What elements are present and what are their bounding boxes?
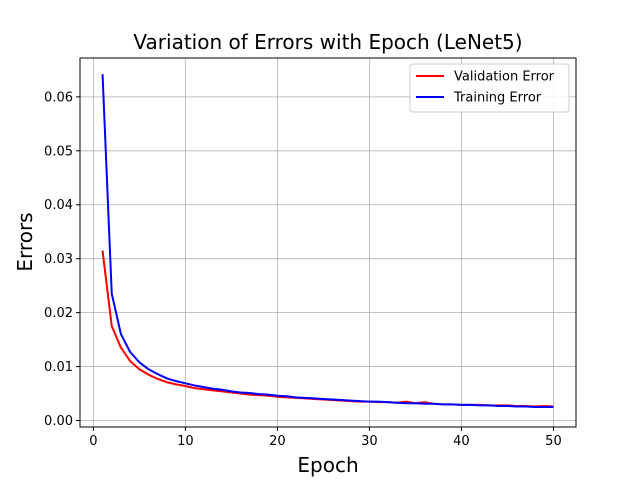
y-tick-label: 0.03: [44, 252, 73, 267]
x-tick-label: 30: [361, 434, 378, 449]
x-tick-label: 40: [453, 434, 470, 449]
y-tick-label: 0.06: [44, 90, 73, 105]
chart-title: Variation of Errors with Epoch (LeNet5): [133, 30, 522, 54]
y-axis-label: Errors: [13, 212, 37, 271]
x-tick-label: 50: [545, 434, 562, 449]
plot-series: [101, 74, 554, 409]
x-tick-label: 0: [89, 434, 97, 449]
y-tick-label: 0.04: [44, 198, 73, 213]
plot-frame: [79, 57, 577, 428]
axis-ticks: 0 10 20 30 40 50 0.00 0.01 0.02 0.03 0.04 0.05 0.06: [44, 90, 562, 449]
x-axis-label: Epoch: [297, 453, 358, 477]
y-tick-label: 0.00: [44, 414, 73, 429]
legend-label-training-error: Training Error: [453, 91, 542, 106]
grid-lines: [80, 58, 576, 427]
legend: Validation Error Training Error: [409, 63, 570, 113]
x-tick-label: 20: [269, 434, 286, 449]
series-line-training-error: [101, 74, 554, 409]
legend-box: [409, 63, 570, 113]
y-tick-label: 0.02: [44, 306, 73, 321]
legend-label-validation-error: Validation Error: [454, 70, 555, 85]
x-tick-label: 10: [177, 434, 194, 449]
y-tick-label: 0.01: [44, 360, 73, 375]
y-tick-label: 0.05: [44, 144, 73, 159]
